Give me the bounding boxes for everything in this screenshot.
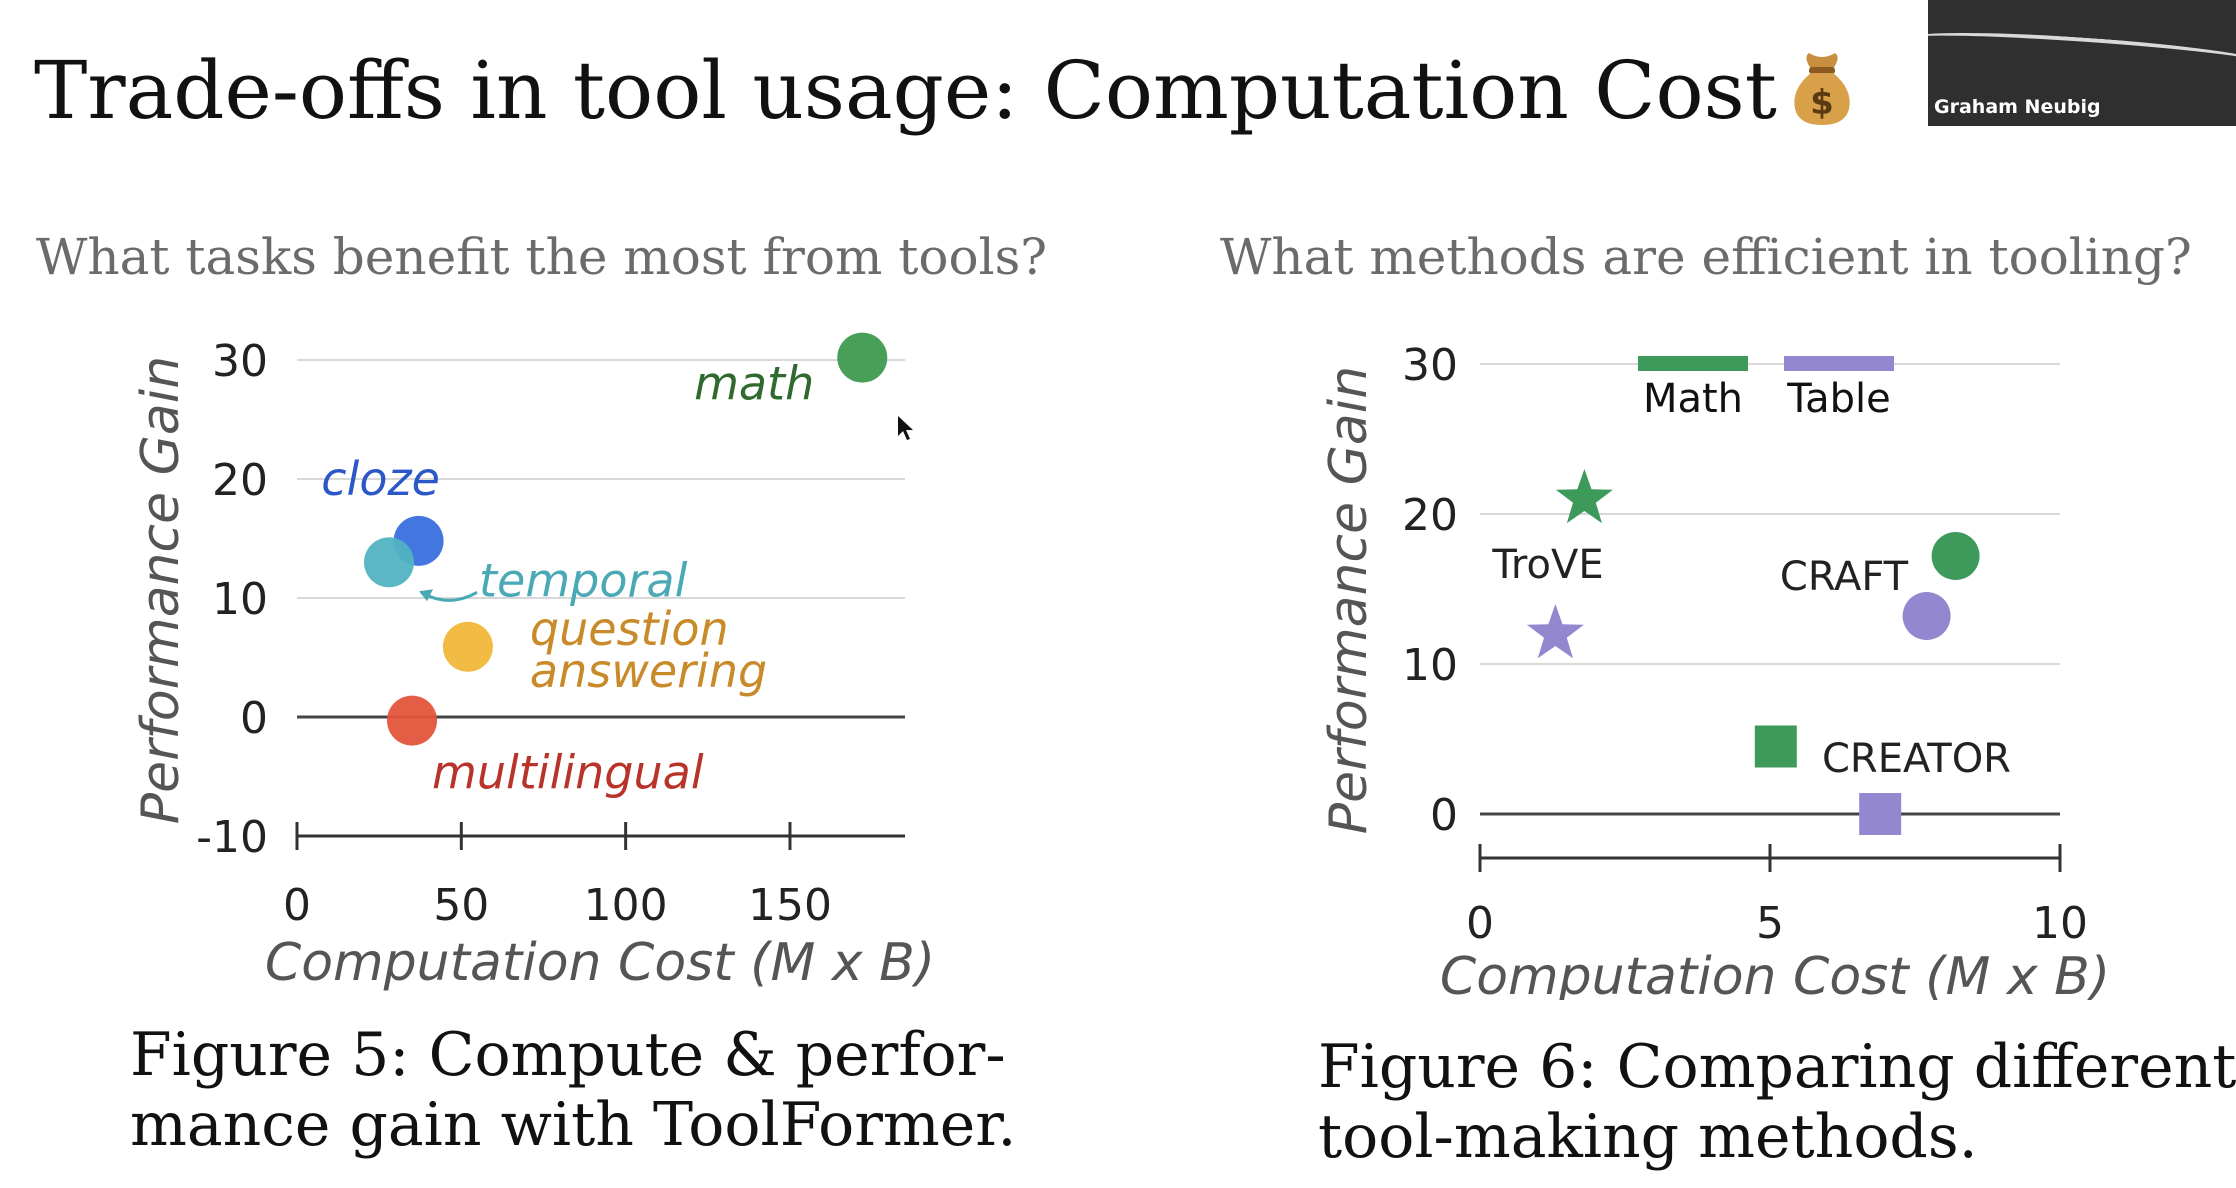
data-point-math xyxy=(837,332,888,383)
x-tick-label: 100 xyxy=(584,880,668,931)
slide-title-text: Trade-offs in tool usage: Computation Co… xyxy=(34,44,1777,137)
data-point-temporal xyxy=(364,537,415,588)
legend-label-math: Math xyxy=(1643,376,1743,422)
y-tick-label: 0 xyxy=(1430,790,1458,841)
method-label-creator: CREATOR xyxy=(1822,736,2011,782)
svg-text:$: $ xyxy=(1810,83,1834,123)
point-label-math: math xyxy=(694,357,814,411)
y-tick-label: 20 xyxy=(212,455,268,506)
marker-craft-table xyxy=(1902,592,1951,640)
x-axis-title: Computation Cost (M x B) xyxy=(1440,947,2110,1000)
speaker-video: Graham Neubig xyxy=(1928,0,2236,126)
y-axis-title: Performance Gain xyxy=(131,356,191,824)
y-tick-label: 20 xyxy=(1402,490,1458,541)
data-point-multilingual xyxy=(387,695,438,746)
marker-trove-math xyxy=(1555,469,1613,524)
slide-title: Trade-offs in tool usage: Computation Co… xyxy=(34,44,1855,146)
method-label-craft: CRAFT xyxy=(1780,554,1909,600)
left-caption-line2: mance gain with ToolFormer. xyxy=(130,1090,1017,1160)
point-label-question-answering: answering xyxy=(530,644,767,698)
marker-trove-table xyxy=(1526,604,1584,659)
data-point-question-answering xyxy=(442,621,493,672)
point-label-temporal: temporal xyxy=(479,553,688,607)
y-tick-label: 0 xyxy=(240,693,268,744)
y-tick-label: 10 xyxy=(1402,640,1458,691)
x-tick-label: 5 xyxy=(1756,898,1784,949)
temporal-arrowhead xyxy=(419,589,434,602)
point-label-cloze: cloze xyxy=(321,452,440,506)
x-tick-label: 150 xyxy=(748,880,832,931)
x-tick-label: 0 xyxy=(283,880,311,931)
left-question: What tasks benefit the most from tools? xyxy=(36,228,1048,286)
marker-creator-table xyxy=(1859,793,1902,835)
legend-swatch-table xyxy=(1784,356,1894,371)
right-caption-line1: Figure 6: Comparing different xyxy=(1318,1032,2236,1102)
left-caption-line1: Figure 5: Compute & perfor- xyxy=(130,1020,1006,1090)
y-tick-label: 30 xyxy=(1402,340,1458,391)
x-tick-label: 10 xyxy=(2032,898,2088,949)
y-tick-label: 30 xyxy=(212,336,268,387)
point-label-multilingual: multilingual xyxy=(432,746,704,800)
legend-swatch-math xyxy=(1638,356,1748,371)
mouse-cursor-icon xyxy=(898,416,913,440)
left-caption: Figure 5: Compute & perfor- mance gain w… xyxy=(130,1020,1016,1160)
right-question: What methods are efficient in tooling? xyxy=(1220,228,2192,286)
x-tick-label: 50 xyxy=(433,880,489,931)
speaker-name: Graham Neubig xyxy=(1934,96,2101,118)
x-axis-title: Computation Cost (M x B) xyxy=(265,933,935,993)
x-tick-label: 0 xyxy=(1466,898,1494,949)
right-caption-line2: tool-making methods. xyxy=(1318,1102,1978,1172)
marker-creator-math xyxy=(1754,725,1797,768)
marker-craft-math xyxy=(1931,532,1980,580)
point-label-question-answering: question xyxy=(530,602,729,656)
y-tick-label: 10 xyxy=(212,574,268,625)
y-tick-label: -10 xyxy=(196,812,268,863)
method-label-trove: TroVE xyxy=(1491,542,1603,588)
y-axis-title: Performance Gain xyxy=(1319,366,1379,834)
money-bag-icon: $ xyxy=(1789,49,1855,146)
legend-label-table: Table xyxy=(1786,376,1890,422)
right-caption: Figure 6: Comparing different tool-makin… xyxy=(1318,1032,2236,1172)
